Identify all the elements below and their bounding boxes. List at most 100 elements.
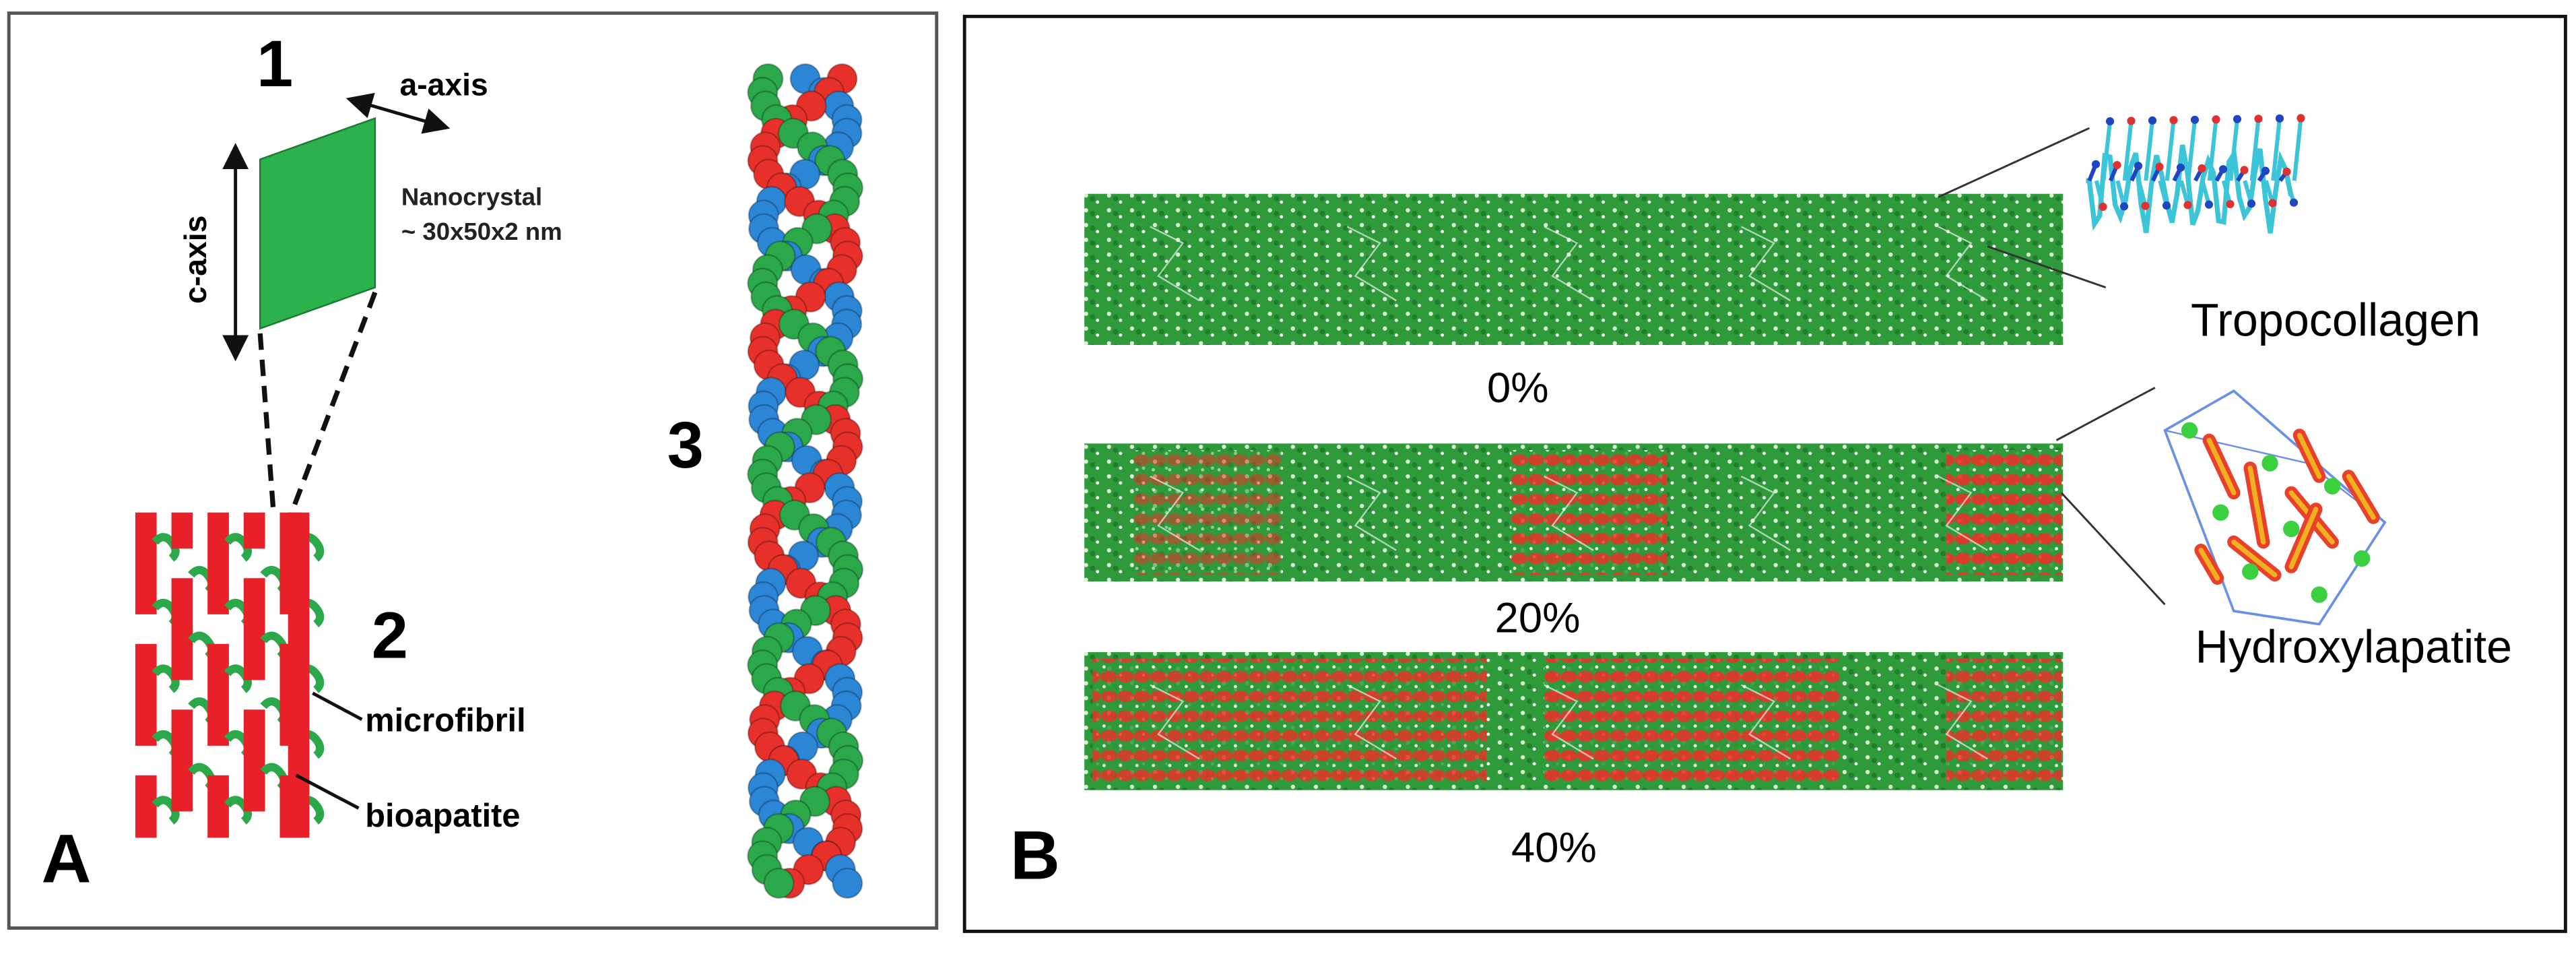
collagen-segment xyxy=(171,578,193,680)
water-streak xyxy=(1150,226,1200,302)
mineral-region xyxy=(1133,450,1282,575)
side-chain xyxy=(2158,180,2169,206)
inset-label: Tropocollagen xyxy=(2191,294,2480,346)
water-streak xyxy=(1150,684,1200,760)
panel-label: A xyxy=(42,820,92,897)
calcium xyxy=(2353,550,2371,567)
atom xyxy=(2148,116,2157,125)
collagen-segment xyxy=(135,775,157,838)
side-chain xyxy=(2144,120,2155,181)
side-chain xyxy=(2136,180,2148,207)
microfibril-bar xyxy=(288,512,310,838)
atom xyxy=(2155,162,2164,171)
side-chain xyxy=(2207,119,2218,181)
collagen-segment xyxy=(207,512,229,614)
model-stack xyxy=(1084,193,2063,790)
callout-line xyxy=(2055,387,2156,441)
side-chain xyxy=(2292,118,2303,181)
atom xyxy=(2091,160,2101,168)
atom xyxy=(2297,114,2305,123)
water-streak xyxy=(1150,475,1200,551)
atom xyxy=(2268,199,2277,208)
mineral-region xyxy=(1092,658,1487,784)
triple-helix xyxy=(747,63,864,899)
model-label: 40% xyxy=(1511,825,1597,872)
panel-label: B xyxy=(1010,817,1060,894)
figure-number: 3 xyxy=(667,408,704,482)
callout-line xyxy=(1938,127,2090,198)
phosphate-core xyxy=(2206,437,2237,496)
collagen-segment xyxy=(171,709,193,812)
atom xyxy=(2183,201,2192,210)
microfibril-block xyxy=(135,512,325,838)
atom xyxy=(2247,199,2256,208)
collagen-segment xyxy=(207,775,229,838)
model-label: 0% xyxy=(1487,364,1549,412)
phosphate-core xyxy=(2231,539,2278,578)
atom xyxy=(2162,201,2171,210)
collagen-segment xyxy=(243,578,265,680)
phosphate-core xyxy=(2346,474,2376,520)
collagen-segment xyxy=(171,512,193,549)
side-chain xyxy=(2186,119,2198,181)
side-chain xyxy=(2228,119,2240,181)
side-chain xyxy=(2122,121,2134,181)
collagen-segment xyxy=(243,709,265,812)
water-streak xyxy=(1938,226,1988,302)
calcium xyxy=(2323,478,2341,495)
water-streak xyxy=(1938,684,1988,760)
water-streak xyxy=(1938,475,1988,551)
phosphate-core xyxy=(2297,433,2322,479)
crystal-description: ~ 30x50x2 nm xyxy=(401,218,562,245)
a-axis-arrow xyxy=(345,92,451,134)
callout-line xyxy=(1987,245,2107,289)
residue xyxy=(832,867,863,899)
atom xyxy=(2226,199,2235,209)
axis-label: c-axis xyxy=(178,216,213,304)
tropocollagen-inset xyxy=(2086,114,2305,234)
collagen-segment xyxy=(243,512,265,549)
calcium xyxy=(2212,504,2229,521)
crystal-description: Nanocrystal xyxy=(401,183,542,211)
side-chain xyxy=(2249,118,2261,181)
pointer-line xyxy=(295,773,360,810)
atom xyxy=(2141,201,2150,210)
phosphate-core xyxy=(2198,548,2220,581)
atom xyxy=(2233,115,2242,123)
zoom-line xyxy=(257,333,276,510)
atom xyxy=(2099,202,2107,212)
atom xyxy=(2105,117,2115,126)
axis-label: a-axis xyxy=(399,67,488,102)
model-label: 20% xyxy=(1495,594,1581,641)
nanocrystal xyxy=(259,117,376,330)
mineral-region xyxy=(1946,450,2061,575)
side-chain xyxy=(2101,121,2113,181)
mineral-region xyxy=(1511,450,1667,575)
mineral-region xyxy=(1544,658,1840,784)
atom xyxy=(2282,167,2291,176)
calcium xyxy=(2311,586,2327,603)
atom xyxy=(2119,202,2129,211)
collagen-segment xyxy=(135,512,157,614)
atom xyxy=(2289,198,2299,207)
residue xyxy=(763,867,795,899)
calcium xyxy=(2181,422,2198,439)
collagen-segment xyxy=(207,643,229,746)
figure-number: 2 xyxy=(372,599,408,672)
md-model xyxy=(1084,193,2063,346)
atom xyxy=(2169,116,2178,125)
structure-label: microfibril xyxy=(365,703,525,739)
atom xyxy=(2254,115,2263,123)
water-streak xyxy=(1544,684,1594,760)
water-streak xyxy=(1740,684,1791,760)
calcium xyxy=(2261,455,2278,472)
phosphate-core xyxy=(2247,466,2266,545)
atom xyxy=(2275,114,2284,123)
side-chain xyxy=(2165,120,2176,181)
water-streak xyxy=(1544,475,1594,551)
mineral-region xyxy=(1946,658,2061,784)
side-chain xyxy=(2094,180,2105,208)
side-chain xyxy=(2179,180,2190,206)
atom xyxy=(2212,115,2220,124)
